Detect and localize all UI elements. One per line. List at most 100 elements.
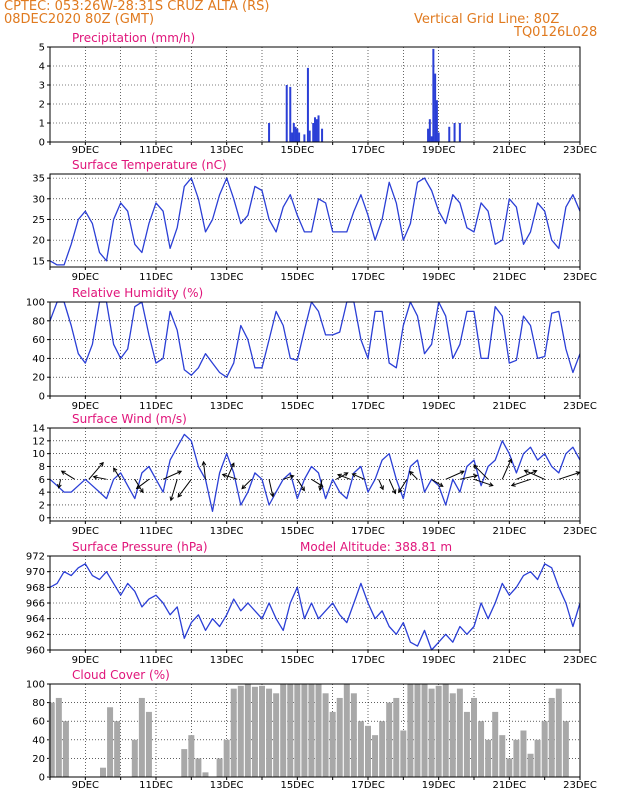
wind-arrow-head bbox=[113, 467, 118, 473]
wind-arrow-head bbox=[438, 482, 444, 487]
wind-arrow-head bbox=[135, 484, 141, 490]
rh-ytick-label: 20 bbox=[32, 373, 45, 384]
temp-panel: Surface Temperature (nC) 15 20 25 30 35 9DEC 11… bbox=[32, 158, 597, 283]
pressure-ytick-label: 960 bbox=[26, 646, 45, 657]
cloud-bar bbox=[548, 697, 555, 777]
wind-arrow bbox=[296, 479, 305, 491]
wind-arrow-head bbox=[343, 472, 349, 477]
pressure-ytick-label: 964 bbox=[26, 614, 45, 625]
cloud-ytick-label: 60 bbox=[32, 717, 45, 728]
wind-arrow bbox=[162, 470, 182, 480]
wind-arrow-head bbox=[60, 470, 66, 475]
wind-arrow bbox=[409, 471, 418, 480]
cloud-bar bbox=[244, 684, 251, 777]
wind-arrow bbox=[516, 470, 537, 480]
precip-xtick-label: 15DEC bbox=[280, 145, 314, 156]
wind-frame bbox=[49, 427, 581, 522]
cloud-bar bbox=[138, 697, 145, 777]
cloud-ytick-label: 80 bbox=[32, 698, 45, 709]
cloud-bar bbox=[442, 684, 449, 777]
wind-arrow-head bbox=[523, 469, 529, 474]
wind-arrow bbox=[88, 462, 104, 480]
wind-xtick-label: 19DEC bbox=[422, 526, 456, 537]
wind-arrow-head bbox=[57, 483, 62, 489]
wind-arrow bbox=[398, 479, 408, 493]
cloud-bar bbox=[181, 749, 188, 777]
wind-arrow-head bbox=[177, 470, 183, 475]
header-vertical-grid: Vertical Grid Line: 80Z bbox=[414, 12, 560, 27]
cloud-bar bbox=[357, 721, 364, 777]
wind-ytick-label: 8 bbox=[39, 462, 45, 473]
precip-ytick-label: 5 bbox=[39, 43, 45, 54]
cloud-bar bbox=[55, 697, 62, 777]
cloud-bar bbox=[188, 735, 195, 777]
temp-ytick-label: 20 bbox=[32, 236, 45, 247]
precip-bar bbox=[291, 132, 294, 142]
precip-bar bbox=[306, 67, 309, 142]
rh-panel: Relative Humidity (%) 0 20 40 60 80 100 9DEC 11D… bbox=[26, 286, 597, 412]
rh-xtick-label: 23DEC bbox=[563, 401, 597, 412]
wind-arrow-head bbox=[201, 460, 207, 466]
cloud-bar bbox=[372, 735, 379, 777]
cloud-bar bbox=[407, 684, 414, 777]
rh-xtick-label: 11DEC bbox=[139, 401, 173, 412]
wind-arrow bbox=[61, 470, 75, 480]
precip-title: Precipitation (mm/h) bbox=[72, 31, 195, 45]
rh-title: Relative Humidity (%) bbox=[72, 286, 203, 300]
precip-bar bbox=[314, 117, 316, 142]
wind-arrow-head bbox=[379, 485, 384, 491]
cloud-xtick-label: 17DEC bbox=[351, 780, 385, 791]
cloud-bar bbox=[499, 735, 506, 777]
wind-xtick-label: 21DEC bbox=[492, 526, 526, 537]
cloud-bar bbox=[428, 688, 435, 777]
cloud-bar bbox=[513, 739, 520, 777]
cloud-xtick-label: 13DEC bbox=[210, 780, 244, 791]
precip-xtick-label: 21DEC bbox=[492, 145, 526, 156]
cloud-bar bbox=[237, 685, 244, 777]
wind-arrow bbox=[378, 479, 384, 490]
wind-arrow-head bbox=[532, 469, 538, 475]
cloud-bar bbox=[414, 684, 421, 777]
precip-xtick-label: 13DEC bbox=[210, 145, 244, 156]
cloud-bar bbox=[379, 721, 386, 777]
wind-xtick-label: 11DEC bbox=[139, 526, 173, 537]
temp-series-line bbox=[49, 177, 581, 266]
cloud-bar bbox=[449, 693, 456, 777]
wind-arrow bbox=[459, 475, 478, 480]
cloud-bar bbox=[541, 721, 548, 777]
wind-arrow bbox=[136, 478, 150, 489]
precip-bar bbox=[308, 130, 311, 142]
rh-series-line bbox=[49, 301, 581, 378]
precip-bar bbox=[289, 86, 292, 142]
cloud-bar bbox=[435, 685, 442, 777]
cloud-bar bbox=[386, 702, 393, 777]
wind-arrow-head bbox=[269, 492, 275, 498]
pressure-xtick-label: 21DEC bbox=[492, 655, 526, 666]
wind-arrow bbox=[177, 479, 192, 498]
pressure-series-line bbox=[49, 563, 581, 651]
cloud-bar bbox=[280, 684, 287, 777]
rh-ytick-label: 40 bbox=[32, 354, 45, 365]
cloud-ytick-label: 100 bbox=[26, 680, 45, 691]
cloud-bar bbox=[202, 772, 209, 777]
wind-ytick-label: 14 bbox=[32, 424, 45, 435]
pressure-xtick-label: 11DEC bbox=[139, 655, 173, 666]
wind-arrow bbox=[337, 474, 351, 480]
pressure-xtick-label: 9DEC bbox=[72, 655, 99, 666]
precip-bar bbox=[285, 85, 288, 142]
cloud-bar bbox=[555, 688, 562, 777]
cloud-bar bbox=[562, 721, 569, 777]
cloud-bar bbox=[315, 684, 322, 777]
wind-arrow-head bbox=[510, 482, 516, 487]
precip-ytick-label: 0 bbox=[39, 138, 45, 149]
wind-arrow bbox=[473, 464, 489, 480]
pressure-ytick-label: 970 bbox=[26, 567, 45, 578]
rh-ytick-label: 0 bbox=[39, 392, 45, 403]
precip-bar bbox=[427, 128, 430, 142]
cloud-bar bbox=[195, 758, 202, 777]
pressure-ytick-label: 962 bbox=[26, 630, 45, 641]
cloud-bar bbox=[478, 721, 485, 777]
precip-ytick-label: 1 bbox=[39, 119, 45, 130]
wind-arrow bbox=[268, 479, 274, 497]
